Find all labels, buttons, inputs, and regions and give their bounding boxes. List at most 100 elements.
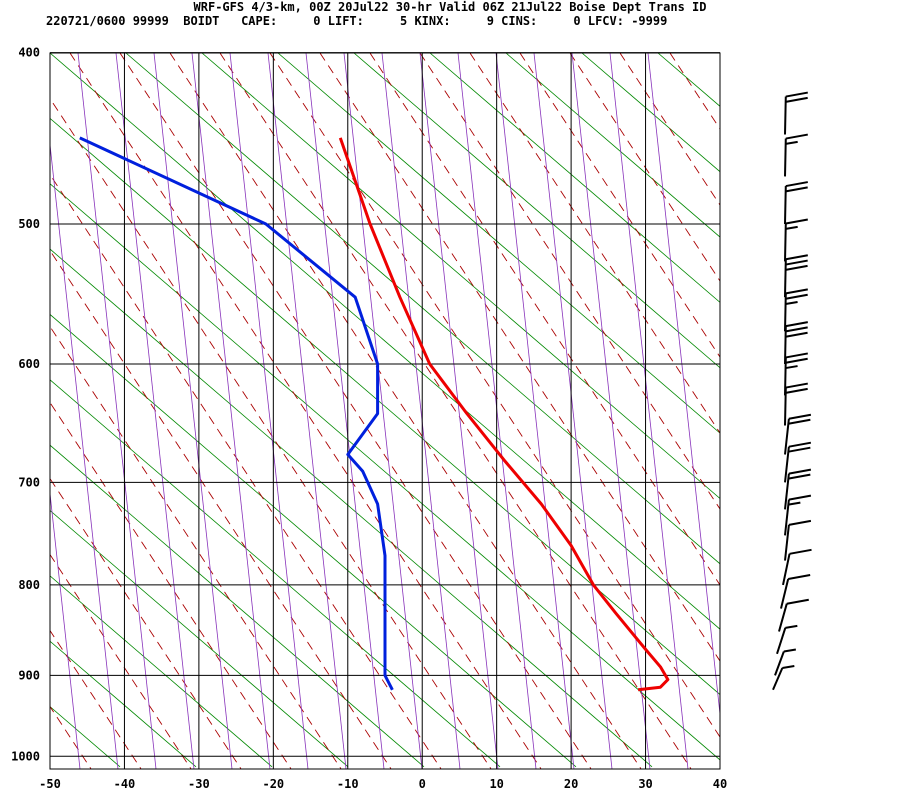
barb-half-flag xyxy=(788,501,801,506)
wind-barb xyxy=(784,181,808,224)
dry-adiabat xyxy=(50,509,349,768)
wind-barb xyxy=(784,218,808,262)
barb-half-flag xyxy=(785,624,798,629)
barb-half-flag xyxy=(785,225,798,230)
mixing-ratio-line xyxy=(381,53,461,769)
indices-line: 220721/0600 99999 BOIDT CAPE: 0 LIFT: 5 … xyxy=(46,14,667,28)
barb-staff xyxy=(784,259,787,298)
mixing-ratio-line xyxy=(267,53,347,769)
barb-flag xyxy=(786,598,809,605)
dry-adiabat xyxy=(50,444,425,768)
mixing-ratio-line xyxy=(0,53,42,769)
mixing-ratio-line xyxy=(0,53,4,769)
barb-flag xyxy=(788,494,812,501)
barb-half-flag xyxy=(785,140,798,145)
dewpoint-profile-line xyxy=(79,136,394,691)
wind-barb xyxy=(772,664,795,691)
wind-barb xyxy=(784,494,812,536)
barb-flag xyxy=(788,441,812,448)
wind-barb xyxy=(784,441,812,483)
barb-staff xyxy=(774,651,785,676)
barb-staff xyxy=(784,293,787,332)
dry-adiabat xyxy=(201,53,720,500)
barb-staff xyxy=(776,627,787,655)
plot-frame xyxy=(49,52,721,770)
background-lines xyxy=(0,53,720,800)
moist-adiabat xyxy=(719,53,720,54)
wind-barbs xyxy=(772,91,812,691)
dry-adiabat xyxy=(353,53,720,369)
dry-adiabat xyxy=(657,53,720,107)
moist-adiabat xyxy=(50,629,142,769)
moist-adiabat xyxy=(569,53,720,282)
moist-adiabat xyxy=(0,53,20,800)
moist-adiabat xyxy=(319,53,720,662)
x-tick-label: 40 xyxy=(713,777,727,791)
moist-adiabat xyxy=(50,325,342,769)
dry-adiabat xyxy=(50,248,653,768)
barb-half-flag xyxy=(785,301,798,306)
moist-adiabat xyxy=(269,53,720,738)
moist-adiabat xyxy=(50,401,292,769)
x-tick-label: -10 xyxy=(337,777,359,791)
mixing-ratio-line xyxy=(115,53,195,769)
barb-flag xyxy=(785,133,808,140)
barb-flag xyxy=(785,331,808,338)
barb-staff xyxy=(780,578,790,609)
mixing-ratio-line xyxy=(533,53,613,769)
mixing-ratio-line xyxy=(305,53,385,769)
x-tick-label: 30 xyxy=(638,777,652,791)
wind-barb xyxy=(774,648,797,676)
barb-half-flag xyxy=(785,365,798,370)
wind-barb xyxy=(780,574,811,609)
wind-barb xyxy=(784,382,808,426)
barb-flag xyxy=(785,186,808,193)
moist-adiabat xyxy=(50,477,242,769)
barb-staff xyxy=(784,223,787,262)
mixing-ratio-line xyxy=(153,53,233,769)
moist-adiabat xyxy=(69,53,542,769)
barb-staff xyxy=(784,446,790,483)
barb-flag xyxy=(785,259,808,266)
dry-adiabat xyxy=(50,706,121,768)
barb-staff xyxy=(784,186,787,224)
dry-adiabat xyxy=(50,575,273,768)
moist-adiabat xyxy=(419,53,720,510)
dry-adiabat xyxy=(581,53,720,173)
moist-adiabat xyxy=(50,249,392,769)
mixing-ratio-line xyxy=(77,53,157,769)
dry-adiabat xyxy=(50,117,720,696)
moist-adiabat xyxy=(519,53,720,358)
barb-flag xyxy=(785,288,808,295)
dry-adiabat xyxy=(50,313,577,768)
barb-flag xyxy=(785,96,808,103)
moist-adiabat xyxy=(369,53,720,586)
barb-flag xyxy=(788,468,812,475)
dry-adiabat xyxy=(50,183,720,761)
mixing-ratio-line xyxy=(419,53,499,769)
axes: 400 500 600 700 800 900 1000 -50 -40 -30 -20 -10 0 10… xyxy=(11,46,727,791)
mixing-ratio-line xyxy=(571,53,651,769)
barb-staff xyxy=(784,499,790,536)
barb-staff xyxy=(784,473,790,510)
y-tick-label: 600 xyxy=(18,357,40,371)
moist-adiabat xyxy=(50,97,492,769)
y-tick-label: 500 xyxy=(18,217,40,231)
barb-staff xyxy=(784,138,787,177)
barb-flag xyxy=(785,382,808,389)
barb-flag xyxy=(785,254,808,261)
mixing-ratio-line xyxy=(191,53,271,769)
wind-barb xyxy=(778,598,809,632)
x-tick-label: 10 xyxy=(489,777,503,791)
x-tick-label: -50 xyxy=(39,777,61,791)
mixing-ratio-line xyxy=(229,53,309,769)
barb-flag xyxy=(787,574,811,581)
moist-adiabat xyxy=(469,53,720,434)
y-tick-label: 800 xyxy=(18,578,40,592)
dry-adiabat xyxy=(0,53,44,767)
barb-flag xyxy=(785,91,808,98)
barb-flag xyxy=(785,357,808,364)
barb-flag xyxy=(788,519,812,526)
wind-barb xyxy=(784,288,808,332)
x-tick-label: -30 xyxy=(188,777,210,791)
